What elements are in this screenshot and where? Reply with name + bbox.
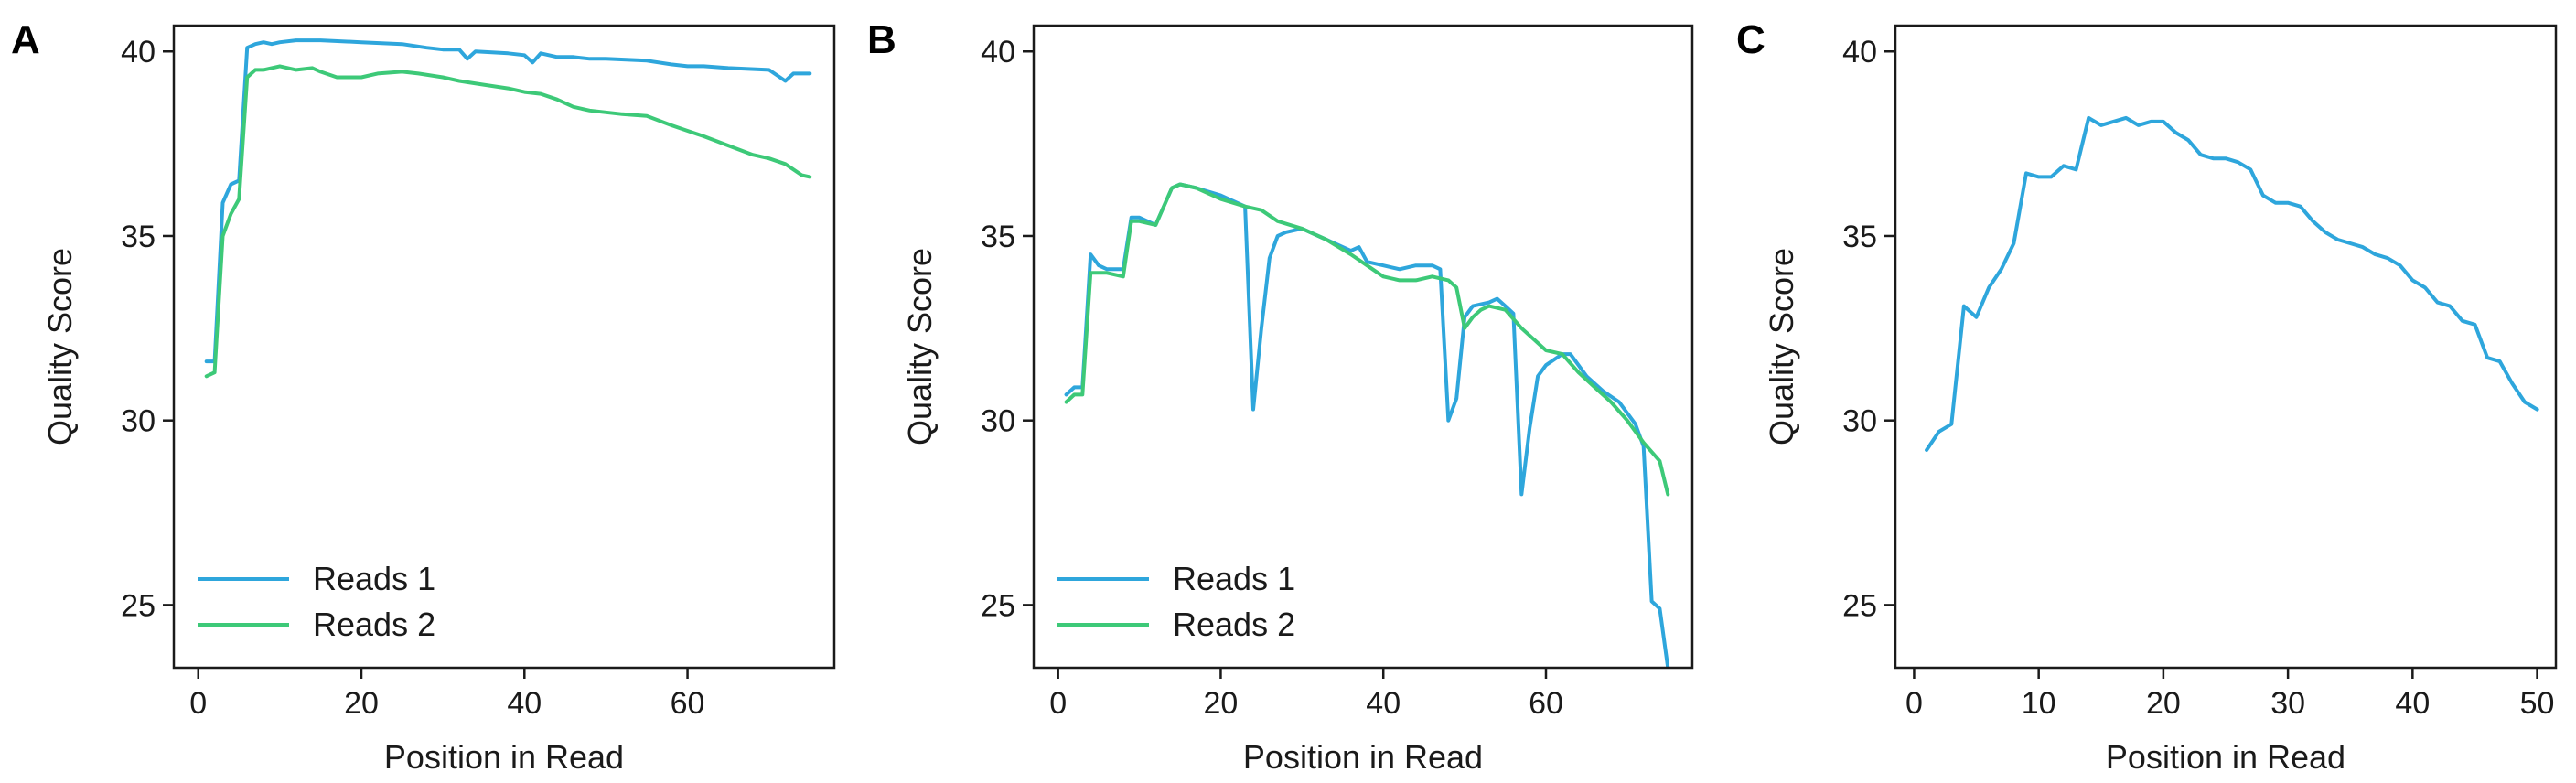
x-axis-title: Position in Read — [1243, 738, 1483, 776]
plot-frame — [172, 24, 836, 670]
y-tick-label: 40 — [1842, 35, 1877, 70]
x-tick-label: 50 — [2520, 686, 2555, 721]
y-tick-label: 25 — [121, 588, 156, 623]
y-tick-label: 35 — [121, 220, 156, 254]
panel-letter: A — [11, 17, 40, 62]
y-tick-label: 25 — [1842, 588, 1877, 623]
y-tick-label: 30 — [981, 404, 1015, 439]
y-tick-label: 30 — [1842, 404, 1877, 439]
series-line-2 — [204, 64, 812, 379]
legend-label: Reads 2 — [313, 606, 435, 643]
x-axis-title: Position in Read — [2106, 738, 2345, 776]
x-tick-label: 40 — [1366, 686, 1401, 721]
y-axis-title: Quality Score — [901, 248, 939, 445]
x-tick-label: 20 — [344, 686, 379, 721]
series-line-1 — [1925, 115, 2539, 452]
x-tick-label: 60 — [1529, 686, 1563, 721]
x-tick-label: 30 — [2270, 686, 2305, 721]
y-tick-label: 40 — [981, 35, 1015, 70]
x-tick-label: 0 — [189, 686, 207, 721]
legend: Reads 1 Reads 2 — [1057, 560, 1295, 643]
y-axis-title: Quality Score — [41, 248, 79, 445]
y-tick-label: 40 — [121, 35, 156, 70]
x-tick-label: 40 — [507, 686, 542, 721]
plot-frame — [1032, 24, 1694, 670]
legend-label: Reads 2 — [1173, 606, 1295, 643]
chart-panel-c: C 0 10 20 30 40 50 25 30 35 40 Position in Read Qual… — [1736, 17, 2558, 776]
x-tick-label: 10 — [2022, 686, 2056, 721]
panel-letter: B — [867, 17, 896, 62]
legend-label: Reads 1 — [1173, 560, 1295, 597]
x-tick-label: 40 — [2395, 686, 2430, 721]
x-tick-label: 20 — [1204, 686, 1239, 721]
chart-panel-a: A 0 20 40 60 25 30 35 40 Position in Read Quality … — [11, 17, 836, 776]
y-tick-label: 30 — [121, 404, 156, 439]
x-tick-label: 60 — [671, 686, 705, 721]
x-axis-title: Position in Read — [384, 738, 624, 776]
series-line-1 — [204, 38, 812, 364]
x-tick-label: 20 — [2146, 686, 2181, 721]
chart-panel-b: B 0 20 40 60 25 30 35 40 Position in Read Quality … — [867, 17, 1694, 776]
legend-label: Reads 1 — [313, 560, 435, 597]
y-tick-label: 35 — [1842, 220, 1877, 254]
legend: Reads 1 Reads 2 — [198, 560, 435, 643]
y-axis-title: Quality Score — [1763, 248, 1800, 445]
panel-letter: C — [1736, 17, 1766, 62]
y-tick-label: 35 — [981, 220, 1015, 254]
x-tick-label: 0 — [1049, 686, 1067, 721]
series-line-1 — [1064, 182, 1670, 668]
series-line-2 — [1064, 182, 1670, 497]
plot-frame — [1894, 24, 2558, 670]
x-tick-label: 0 — [1905, 686, 1923, 721]
y-tick-label: 25 — [981, 588, 1015, 623]
